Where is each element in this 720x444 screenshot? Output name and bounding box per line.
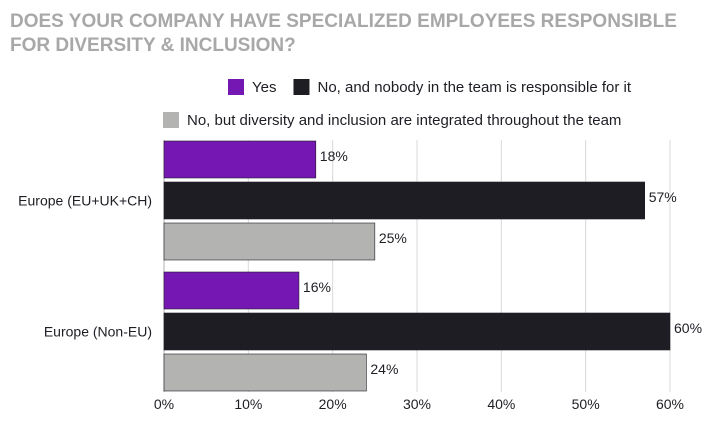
legend-label-2: No, but diversity and inclusion are inte…	[187, 112, 621, 129]
legend-swatch-1	[293, 79, 310, 95]
data-label-0-2: 25%	[379, 230, 407, 246]
data-label-1-2: 24%	[370, 361, 398, 377]
bar-0-1	[163, 181, 646, 220]
legend-swatch-2	[163, 112, 179, 128]
x-tick-label-0: 0%	[154, 396, 174, 412]
x-tick-label-4: 40%	[487, 396, 515, 412]
chart-title: DOES YOUR COMPANY HAVE SPECIALIZED EMPLO…	[10, 11, 677, 56]
category-label-0: Europe (EU+UK+CH)	[18, 193, 152, 209]
bar-0-2	[163, 222, 376, 261]
data-label-0-0: 18%	[320, 148, 348, 164]
data-label-0-1: 57%	[649, 189, 677, 205]
data-label-1-1: 60%	[674, 320, 702, 336]
legend-label-0: Yes	[252, 79, 276, 96]
category-label-1: Europe (Non-EU)	[44, 324, 152, 340]
legend-swatch-0	[228, 79, 244, 95]
bar-1-0	[163, 271, 300, 310]
x-tick-label-3: 30%	[403, 396, 431, 412]
x-tick-label-2: 20%	[319, 396, 347, 412]
bar-0-0	[163, 140, 317, 179]
data-label-1-0: 16%	[303, 279, 331, 295]
x-tick-label-1: 10%	[234, 396, 262, 412]
x-tick-label-5: 50%	[572, 396, 600, 412]
bar-1-1	[163, 312, 671, 351]
legend-label-1: No, and nobody in the team is responsibl…	[317, 79, 631, 96]
bar-1-2	[163, 353, 367, 392]
x-tick-label-6: 60%	[656, 396, 684, 412]
